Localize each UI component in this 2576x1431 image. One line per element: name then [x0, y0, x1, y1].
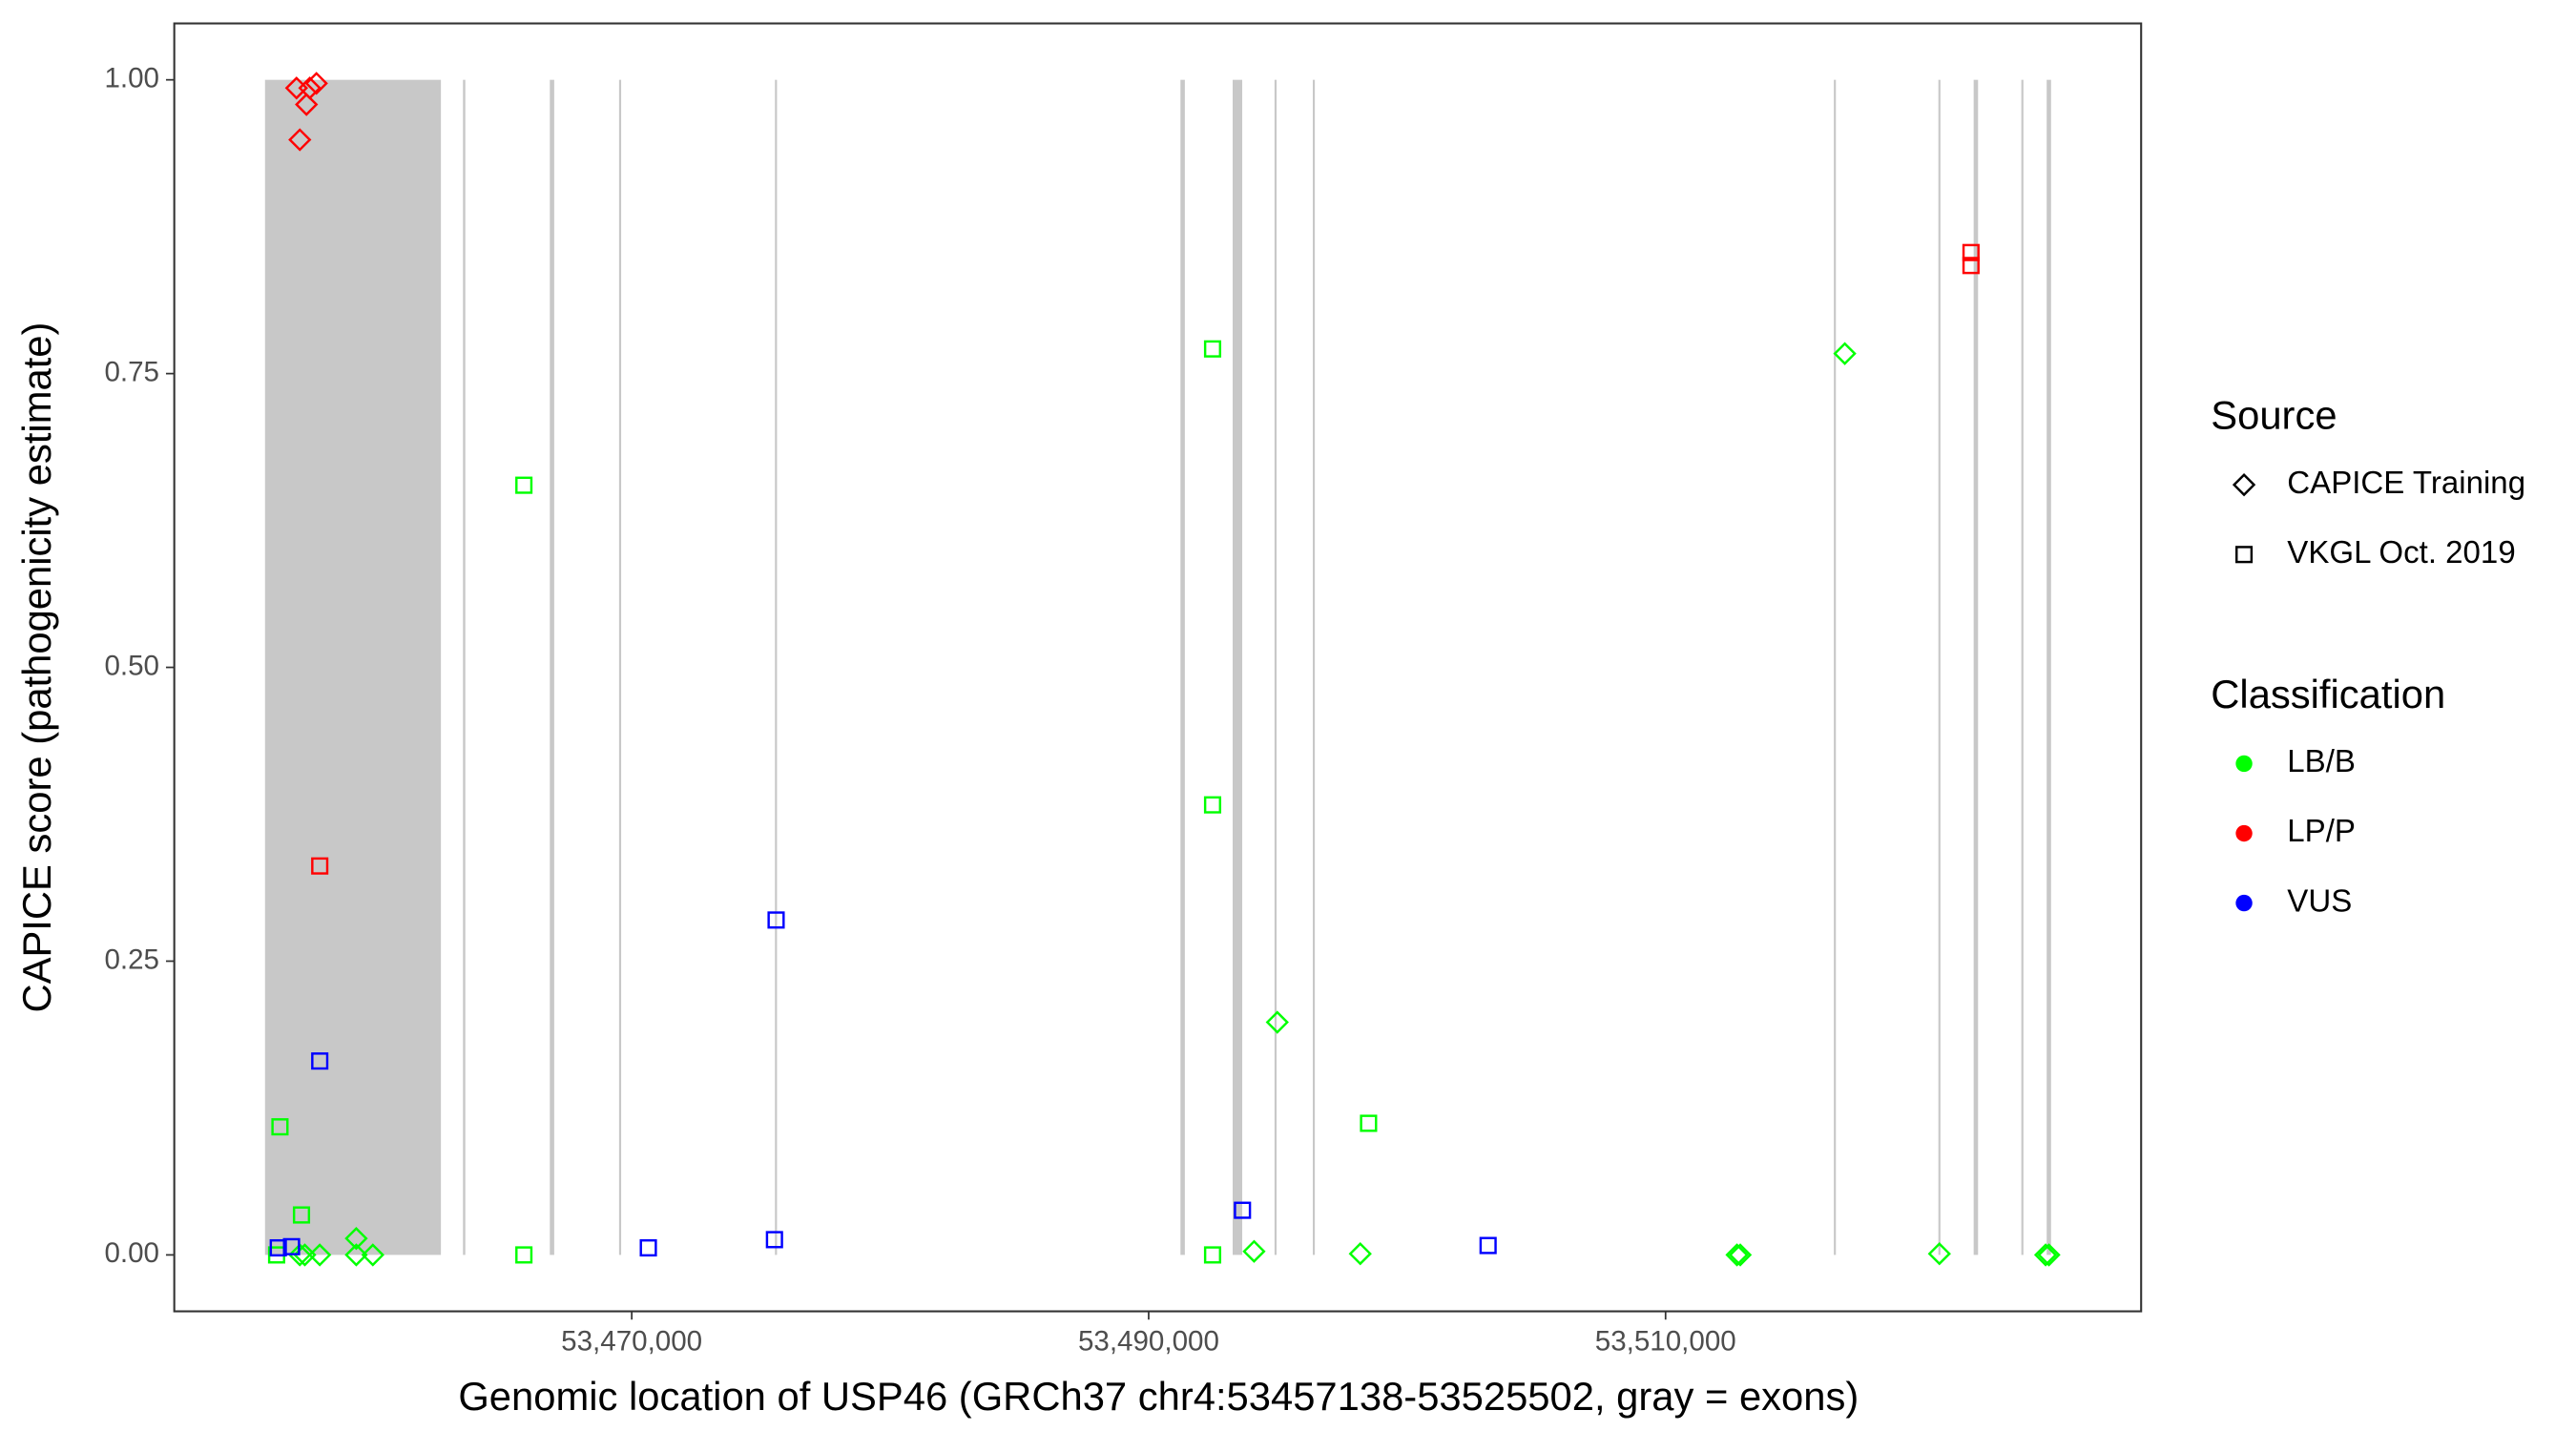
point [1234, 1201, 1252, 1219]
legend-label: LP/P [2287, 814, 2356, 849]
legend-title: Classification [2211, 672, 2445, 716]
panel-border [173, 22, 2143, 1313]
legend-key [2235, 755, 2253, 773]
point [288, 1243, 312, 1267]
exon [1312, 79, 1316, 1255]
y-tick-label: 0.50 [104, 650, 159, 681]
exon [1938, 79, 1941, 1255]
x-tick-label: 53,470,000 [561, 1325, 702, 1357]
point [282, 1237, 301, 1255]
y-tick-label: 0.75 [104, 356, 159, 387]
point [1479, 1236, 1497, 1255]
point [292, 1206, 311, 1224]
point [515, 1246, 533, 1264]
legend-label: VKGL Oct. 2019 [2287, 535, 2515, 570]
point [361, 1243, 384, 1267]
point [311, 857, 329, 875]
y-tick-label: 0.00 [104, 1237, 159, 1269]
point [1348, 1242, 1372, 1266]
exon [1834, 79, 1837, 1255]
point [1265, 1010, 1289, 1034]
exon [618, 79, 622, 1255]
legend-label: VUS [2287, 883, 2352, 919]
point [1203, 340, 1222, 358]
point [765, 1231, 783, 1249]
legend-key [2235, 824, 2253, 842]
exon [264, 79, 442, 1255]
point [271, 1118, 289, 1136]
point [1360, 1114, 1378, 1132]
point [288, 128, 312, 152]
point [1242, 1239, 1266, 1263]
exon [2046, 79, 2051, 1255]
x-tick-label: 53,490,000 [1078, 1325, 1219, 1357]
exon [775, 79, 778, 1255]
exon [463, 79, 466, 1255]
point [2037, 1243, 2061, 1267]
exon [1180, 79, 1185, 1255]
point [2033, 1243, 2058, 1267]
point [344, 1227, 368, 1251]
exon [1973, 79, 1979, 1255]
exon [2021, 79, 2024, 1255]
y-tick-label: 1.00 [104, 62, 159, 93]
point [1725, 1243, 1749, 1267]
point [1203, 1246, 1222, 1264]
exon [550, 79, 554, 1255]
point [515, 476, 533, 494]
legend-label: CAPICE Training [2287, 466, 2525, 501]
y-tick-label: 0.25 [104, 944, 159, 975]
legend-title: Source [2211, 393, 2337, 438]
point [269, 1238, 287, 1257]
point [344, 1243, 368, 1267]
point [639, 1238, 657, 1257]
point [1927, 1242, 1951, 1266]
point [307, 1243, 332, 1267]
legend-key [2232, 473, 2256, 497]
point [295, 93, 319, 116]
point [311, 1052, 329, 1070]
x-tick-label: 53,510,000 [1595, 1325, 1736, 1357]
point [304, 72, 328, 95]
legend-key [2235, 546, 2254, 564]
exon [1232, 79, 1243, 1255]
point [1833, 342, 1857, 365]
legend-key [2235, 894, 2253, 912]
y-axis-title: CAPICE score (pathogenicity estimate) [14, 322, 59, 1013]
point [1962, 257, 1980, 275]
x-axis-title: Genomic location of USP46 (GRCh37 chr4:5… [458, 1374, 1859, 1419]
point [1728, 1243, 1753, 1267]
legend-label: LB/B [2287, 744, 2356, 779]
point [1962, 243, 1980, 261]
point [1203, 796, 1222, 814]
exon [1274, 79, 1278, 1255]
point [767, 911, 785, 929]
